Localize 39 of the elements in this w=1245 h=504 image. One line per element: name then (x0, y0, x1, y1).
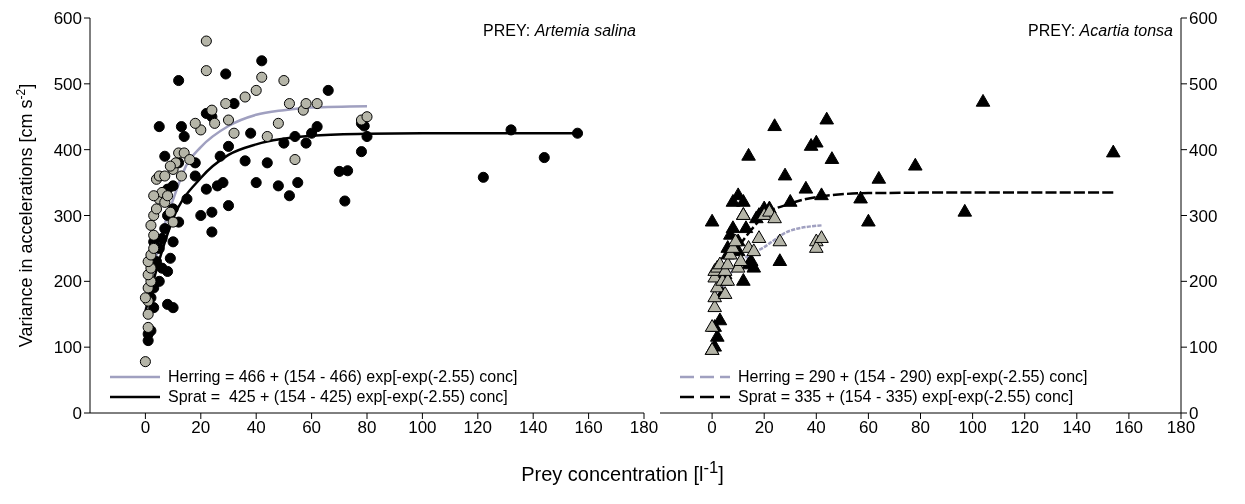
x-tick-label: 120 (463, 418, 492, 438)
chart-title: PREY: Acartia tonsa (1028, 22, 1173, 40)
y-tick-label: 500 (53, 74, 82, 94)
x-tick-label: 120 (1010, 418, 1039, 438)
x-tick-label: 180 (629, 418, 659, 438)
chart-title: PREY: Artemia salina (483, 22, 636, 40)
x-tick-label: 20 (754, 418, 774, 438)
legend-label: Sprat = 335 + (154 - 335) exp[-exp(-2.55) conc] (738, 387, 1074, 407)
x-tick-label: 80 (357, 418, 377, 438)
y-tick-label: 500 (1189, 74, 1218, 94)
x-tick-label: 20 (191, 418, 211, 438)
x-axis-title: Prey concentration [l$^{-1}$] (520, 458, 725, 486)
x-tick-label: 60 (302, 418, 322, 438)
y-tick-label: 300 (1189, 206, 1218, 226)
legend-label: Herring = 466 + (154 - 466) exp[-exp(-2.55) conc] (168, 367, 518, 387)
y-tick-label: 200 (53, 272, 82, 292)
x-tick-label: 40 (806, 418, 826, 438)
x-tick-label: 160 (1114, 418, 1144, 438)
x-tick-label: 140 (519, 418, 548, 438)
x-tick-label: 40 (246, 418, 266, 438)
x-tick-label: 100 (408, 418, 437, 438)
y-tick-label: 600 (1189, 9, 1218, 29)
y-tick-label: 600 (53, 9, 82, 29)
y-tick-label: 400 (53, 140, 82, 160)
y-tick-label: 200 (1189, 272, 1218, 292)
legend-label: Herring = 290 + (154 - 290) exp[-exp(-2.55) conc] (738, 367, 1088, 387)
y-tick-label: 100 (1189, 338, 1218, 358)
x-tick-label: 140 (1062, 418, 1091, 438)
x-tick-label: 0 (707, 418, 717, 438)
y-tick-label: 100 (53, 338, 82, 358)
y-tick-label: 400 (1189, 140, 1218, 160)
y-tick-label: 300 (53, 206, 82, 226)
y-tick-label: 0 (72, 404, 82, 424)
x-tick-label: 80 (911, 418, 930, 438)
legend-label: Sprat = 425 + (154 - 425) exp[-exp(-2.55) conc] (168, 387, 508, 407)
x-tick-label: 0 (140, 418, 151, 438)
x-tick-label: 60 (858, 418, 878, 438)
x-tick-label: 100 (958, 418, 987, 438)
x-tick-label: 160 (574, 418, 603, 438)
